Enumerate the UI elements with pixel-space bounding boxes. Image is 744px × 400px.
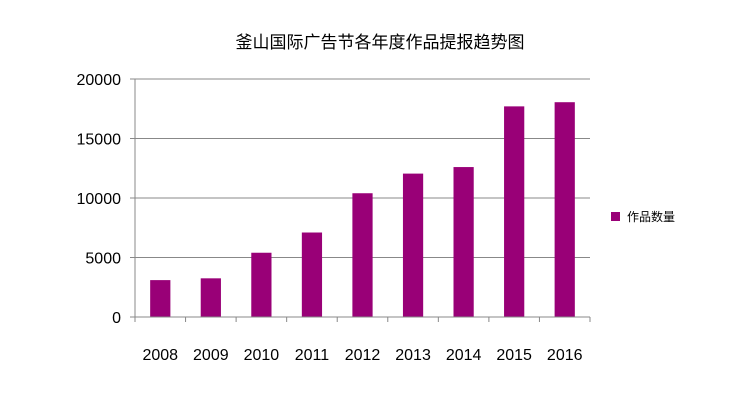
x-tick-label: 2009 — [193, 347, 229, 364]
bar-2014 — [453, 167, 474, 317]
x-tick-label: 2012 — [345, 347, 381, 364]
x-tick-label: 2016 — [547, 347, 583, 364]
y-axis-ticks: 0 5000 10000 15000 20000 — [77, 72, 135, 327]
x-tick-label: 2011 — [295, 347, 330, 364]
x-tick-label: 2014 — [446, 347, 482, 364]
bars — [150, 102, 575, 318]
y-tick-label: 15000 — [77, 132, 122, 149]
bar-2009 — [200, 278, 221, 317]
y-tick-label: 20000 — [77, 72, 122, 89]
legend-swatch — [611, 212, 620, 221]
x-axis-ticks: 2008 2009 2010 2011 2012 2013 2014 2015 2016 — [134, 317, 591, 364]
x-tick-label: 2008 — [142, 347, 178, 364]
x-tick-label: 2013 — [395, 347, 431, 364]
bar-2010 — [251, 252, 272, 317]
bar-2011 — [301, 232, 323, 317]
bar-2012 — [352, 193, 373, 317]
y-tick-label: 0 — [112, 310, 121, 327]
bar-2016 — [554, 102, 575, 317]
x-tick-label: 2015 — [496, 347, 532, 364]
bar-2015 — [504, 106, 525, 318]
bar-2008 — [150, 280, 171, 317]
x-tick-label: 2010 — [244, 347, 280, 364]
bar-2013 — [402, 173, 424, 317]
chart-title: 釜山国际广告节各年度作品提报趋势图 — [236, 33, 525, 53]
legend-label: 作品数量 — [627, 209, 675, 224]
legend: 作品数量 — [611, 209, 675, 224]
y-tick-label: 5000 — [85, 251, 121, 268]
y-tick-label: 10000 — [77, 191, 122, 208]
